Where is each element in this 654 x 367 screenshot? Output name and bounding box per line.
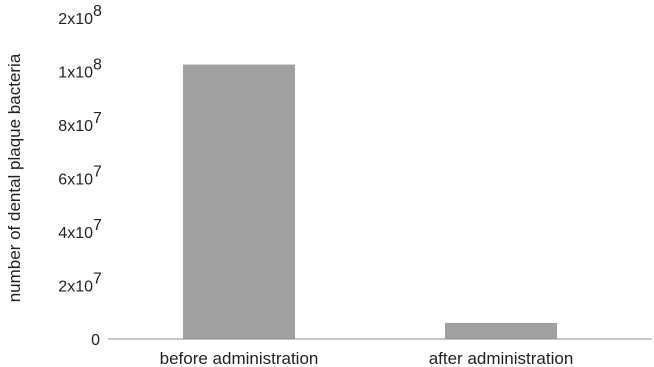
y-tick-label: 8x10 xyxy=(58,118,93,135)
x-category-label: after administration xyxy=(429,349,574,367)
y-tick-exponent: 8 xyxy=(93,57,102,74)
x-category-label: before administration xyxy=(160,349,319,367)
y-tick-exponent: 7 xyxy=(93,271,102,288)
y-tick-label: 2x10 xyxy=(58,279,93,296)
y-tick-exponent: 7 xyxy=(93,164,102,181)
y-axis-title-group: number of dental plaque bacteria xyxy=(5,53,24,302)
y-tick-label: 6x10 xyxy=(58,172,93,189)
y-tick-label: 1x10 xyxy=(58,65,93,82)
y-tick-exponent: 8 xyxy=(93,3,102,20)
y-tick-exponent: 7 xyxy=(93,110,102,127)
bars xyxy=(183,64,557,340)
y-axis-title: number of dental plaque bacteria xyxy=(5,53,24,302)
y-tick-label: 0 xyxy=(91,332,100,349)
bar xyxy=(445,322,557,339)
bar xyxy=(183,64,295,340)
y-tick-label: 4x10 xyxy=(58,225,93,242)
y-tick-exponent: 7 xyxy=(93,217,102,234)
y-tick-label: 2x10 xyxy=(58,11,93,28)
x-axis-labels: before administration after administratio… xyxy=(160,349,574,367)
